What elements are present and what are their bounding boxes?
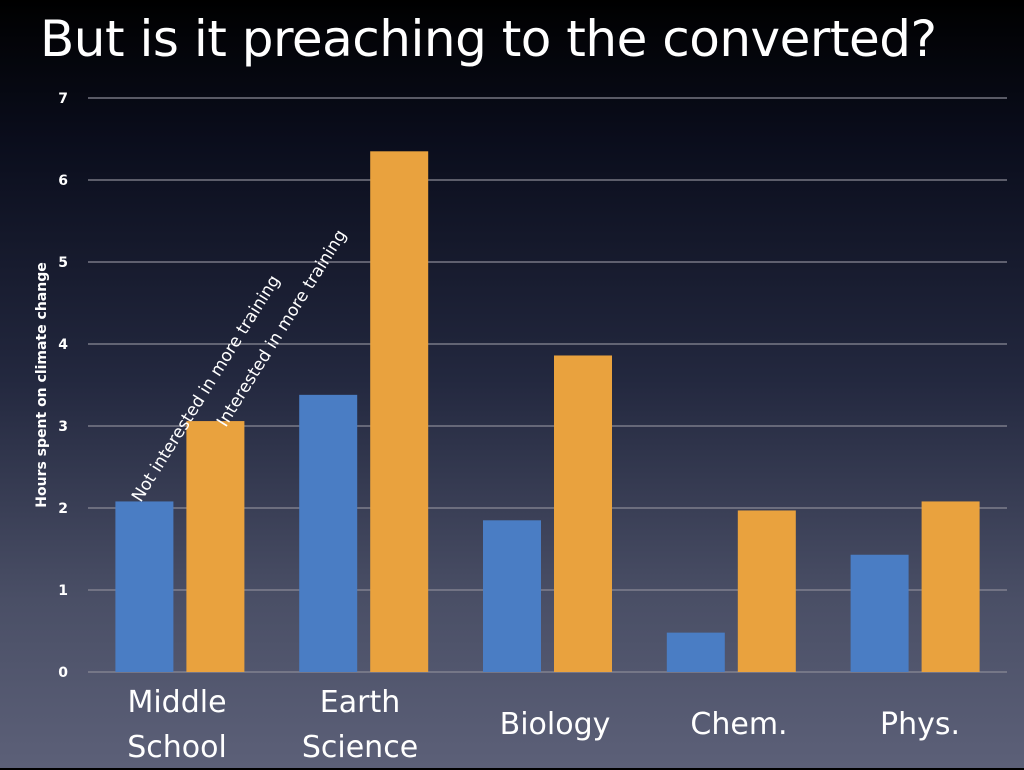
category-label-chem: Chem. xyxy=(690,707,788,742)
slide-title: But is it preaching to the converted? xyxy=(40,10,937,68)
bar-interested xyxy=(554,355,612,672)
bar-not-interested xyxy=(850,554,909,672)
y-tick-label: 5 xyxy=(58,255,68,271)
category-label-earth-science: Earth Science xyxy=(301,685,419,765)
bar-interested xyxy=(921,501,980,672)
bar-not-interested xyxy=(666,632,725,672)
category-label-middle-school: Middle School xyxy=(127,685,227,765)
bar-not-interested xyxy=(483,520,541,672)
bar-not-interested xyxy=(115,501,174,672)
y-tick-label: 4 xyxy=(58,337,68,353)
y-tick-label: 3 xyxy=(58,419,68,435)
category-label-biology: Biology xyxy=(499,707,611,742)
y-axis-label: Hours spent on climate change xyxy=(34,262,50,508)
bar-interested xyxy=(186,421,245,672)
bar-interested xyxy=(737,510,796,672)
category-label-phys: Phys. xyxy=(879,707,961,742)
y-tick-label: 2 xyxy=(58,501,68,517)
bar-not-interested xyxy=(299,394,358,672)
y-tick-label: 7 xyxy=(58,91,68,107)
bar-interested xyxy=(370,151,429,673)
y-tick-label: 0 xyxy=(58,665,68,681)
y-tick-label: 1 xyxy=(58,583,68,599)
y-tick-label: 6 xyxy=(58,173,68,189)
